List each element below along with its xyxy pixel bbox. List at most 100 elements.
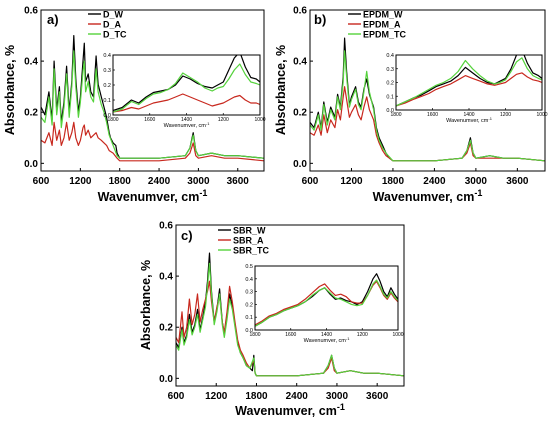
inset-background bbox=[396, 55, 542, 110]
chart-panel-1: 0.0 0.2 0.4 0.6 600 1200 1800 2400 3000 3600 Waven… bbox=[3, 6, 266, 205]
y-tick-label: 0.2 bbox=[293, 108, 307, 119]
y-tick-label: 0.6 bbox=[24, 6, 38, 17]
legend-label-SBR_TC: SBR_TC bbox=[233, 246, 270, 256]
y-tick-label: 0.0 bbox=[159, 374, 173, 385]
inset-series-line-A bbox=[113, 93, 260, 113]
x-tick-label: 600 bbox=[302, 176, 319, 187]
y-axis-title: Absorbance, % bbox=[274, 45, 288, 135]
legend-label-SBR_A: SBR_A bbox=[233, 236, 264, 246]
inset-y-tick-label: 0.3 bbox=[386, 67, 394, 73]
inset-x-tick-label: 1000 bbox=[536, 112, 547, 118]
inset-y-tick-label: 0.1 bbox=[386, 94, 394, 100]
x-tick-label: 1200 bbox=[205, 391, 228, 402]
inset-y-tick-label: 0.1 bbox=[245, 315, 253, 321]
x-tick-label: 3000 bbox=[465, 176, 488, 187]
inset-x-tick-label: 1000 bbox=[254, 117, 265, 123]
inset-x-axis-title-text: Wavenumver, cm bbox=[304, 338, 347, 344]
series-line-SBR_A bbox=[176, 280, 404, 377]
inset-x-tick-label: 1600 bbox=[144, 117, 155, 123]
inset-x-tick-label: 1400 bbox=[463, 112, 474, 118]
inset-x-tick-label: 1600 bbox=[285, 332, 296, 338]
inset-x-tick-label: 1000 bbox=[392, 332, 403, 338]
x-tick-label: 2400 bbox=[286, 391, 309, 402]
y-tick-label: 0.2 bbox=[159, 323, 173, 334]
plot-frame bbox=[40, 9, 265, 172]
legend-label-EPDM_W: EPDM_W bbox=[363, 10, 403, 20]
inset-series-line-A bbox=[396, 72, 542, 107]
y-tick-label: 0.4 bbox=[24, 57, 38, 68]
inset-y-tick-label: 0.3 bbox=[245, 290, 253, 296]
x-tick-label: 3600 bbox=[227, 176, 250, 187]
chart-panel-3: 0.0 0.2 0.4 0.6 600 1200 1800 2400 3000 3600 Waven… bbox=[139, 221, 405, 418]
series-line-EPDM_TC bbox=[310, 50, 545, 162]
inset-series-line-W bbox=[396, 55, 542, 107]
panel-label: a) bbox=[47, 12, 59, 27]
inset-y-tick-label: 0.4 bbox=[386, 53, 394, 59]
x-axis-title-sup: -1 bbox=[199, 188, 207, 198]
inset-y-tick-label: 0.0 bbox=[103, 113, 111, 119]
series-line-EPDM_A bbox=[310, 86, 545, 162]
x-tick-label: 2400 bbox=[148, 176, 171, 187]
inset-x-tick-label: 1800 bbox=[107, 117, 118, 123]
legend-label-SBR_W: SBR_W bbox=[233, 226, 266, 236]
y-tick-label: 0.4 bbox=[293, 57, 307, 68]
plot-frame bbox=[175, 224, 405, 387]
inset-x-tick-label: 1200 bbox=[500, 112, 511, 118]
inset-series-line-W bbox=[113, 55, 260, 112]
y-tick-label: 0.2 bbox=[24, 108, 38, 119]
inset-x-tick-label: 1400 bbox=[181, 117, 192, 123]
x-tick-label: 3000 bbox=[187, 176, 210, 187]
legend-label-D_W: D_W bbox=[103, 10, 124, 20]
inset-y-tick-label: 0.1 bbox=[103, 98, 111, 104]
inset-series-line-TC bbox=[396, 57, 542, 107]
x-tick-label: 3600 bbox=[506, 176, 529, 187]
inset-y-tick-label: 0.4 bbox=[245, 277, 253, 283]
inset-x-tick-label: 1800 bbox=[390, 112, 401, 118]
inset-series-line-TC bbox=[255, 279, 398, 327]
x-axis-title-text: Wavenumver, cm bbox=[373, 190, 475, 204]
x-tick-label: 1800 bbox=[245, 391, 268, 402]
chart-panel-2: 0.0 0.2 0.4 0.6 600 1200 1800 2400 3000 3600 Waven… bbox=[274, 6, 548, 205]
y-tick-label: 0.0 bbox=[293, 159, 307, 170]
inset-x-axis-title-text: Wavenumver, cm bbox=[446, 118, 489, 124]
y-tick-label: 0.4 bbox=[159, 272, 173, 283]
x-axis-title-sup: -1 bbox=[474, 188, 482, 198]
legend-label-D_A: D_A bbox=[103, 20, 122, 30]
inset-x-tick-label: 1200 bbox=[218, 117, 229, 123]
inset-x-axis-title-sup: -1 bbox=[206, 121, 210, 126]
inset-chart: 0.0 0.1 0.2 0.3 0.4 1800 1600 1400 1200 1000 Waven… bbox=[103, 53, 265, 129]
y-axis-title: Absorbance, % bbox=[3, 45, 17, 135]
inset-x-axis-title: Wavenumver, cm-1 bbox=[446, 116, 493, 124]
series-line-D_TC bbox=[41, 50, 264, 159]
inset-y-tick-label: 0.0 bbox=[386, 108, 394, 114]
x-tick-label: 2400 bbox=[423, 176, 446, 187]
x-tick-label: 3000 bbox=[326, 391, 349, 402]
legend-label-D_TC: D_TC bbox=[103, 30, 127, 40]
series-line-SBR_TC bbox=[176, 262, 404, 377]
x-axis-title-sup: -1 bbox=[337, 402, 345, 412]
x-axis-title: Wavenumver, cm-1 bbox=[98, 188, 208, 204]
y-axis-title: Absorbance, % bbox=[139, 260, 153, 350]
x-tick-label: 1800 bbox=[382, 176, 405, 187]
x-tick-label: 1800 bbox=[109, 176, 132, 187]
legend-label-EPDM_TC: EPDM_TC bbox=[363, 30, 407, 40]
x-axis-title-text: Wavenumver, cm bbox=[98, 190, 200, 204]
inset-x-tick-label: 1400 bbox=[321, 332, 332, 338]
series-line-D_A bbox=[41, 121, 264, 162]
plot-frame bbox=[309, 9, 546, 172]
y-tick-label: 0.0 bbox=[24, 159, 38, 170]
x-axis-title: Wavenumver, cm-1 bbox=[235, 402, 345, 418]
x-tick-label: 1200 bbox=[340, 176, 363, 187]
inset-x-tick-label: 1600 bbox=[427, 112, 438, 118]
x-tick-label: 1200 bbox=[69, 176, 92, 187]
inset-x-axis-title: Wavenumver, cm-1 bbox=[304, 336, 351, 344]
inset-x-axis-title-sup: -1 bbox=[346, 336, 350, 341]
y-tick-label: 0.6 bbox=[159, 221, 173, 232]
inset-y-tick-label: 0.3 bbox=[103, 68, 111, 74]
inset-background bbox=[255, 266, 398, 330]
x-tick-label: 600 bbox=[33, 176, 50, 187]
inset-background bbox=[113, 55, 260, 115]
inset-y-tick-label: 0.2 bbox=[386, 81, 394, 87]
y-tick-label: 0.6 bbox=[293, 6, 307, 17]
inset-chart: 0.0 0.1 0.2 0.3 0.4 0.5 1800 1600 1400 1200 1000 Wa… bbox=[245, 264, 403, 344]
